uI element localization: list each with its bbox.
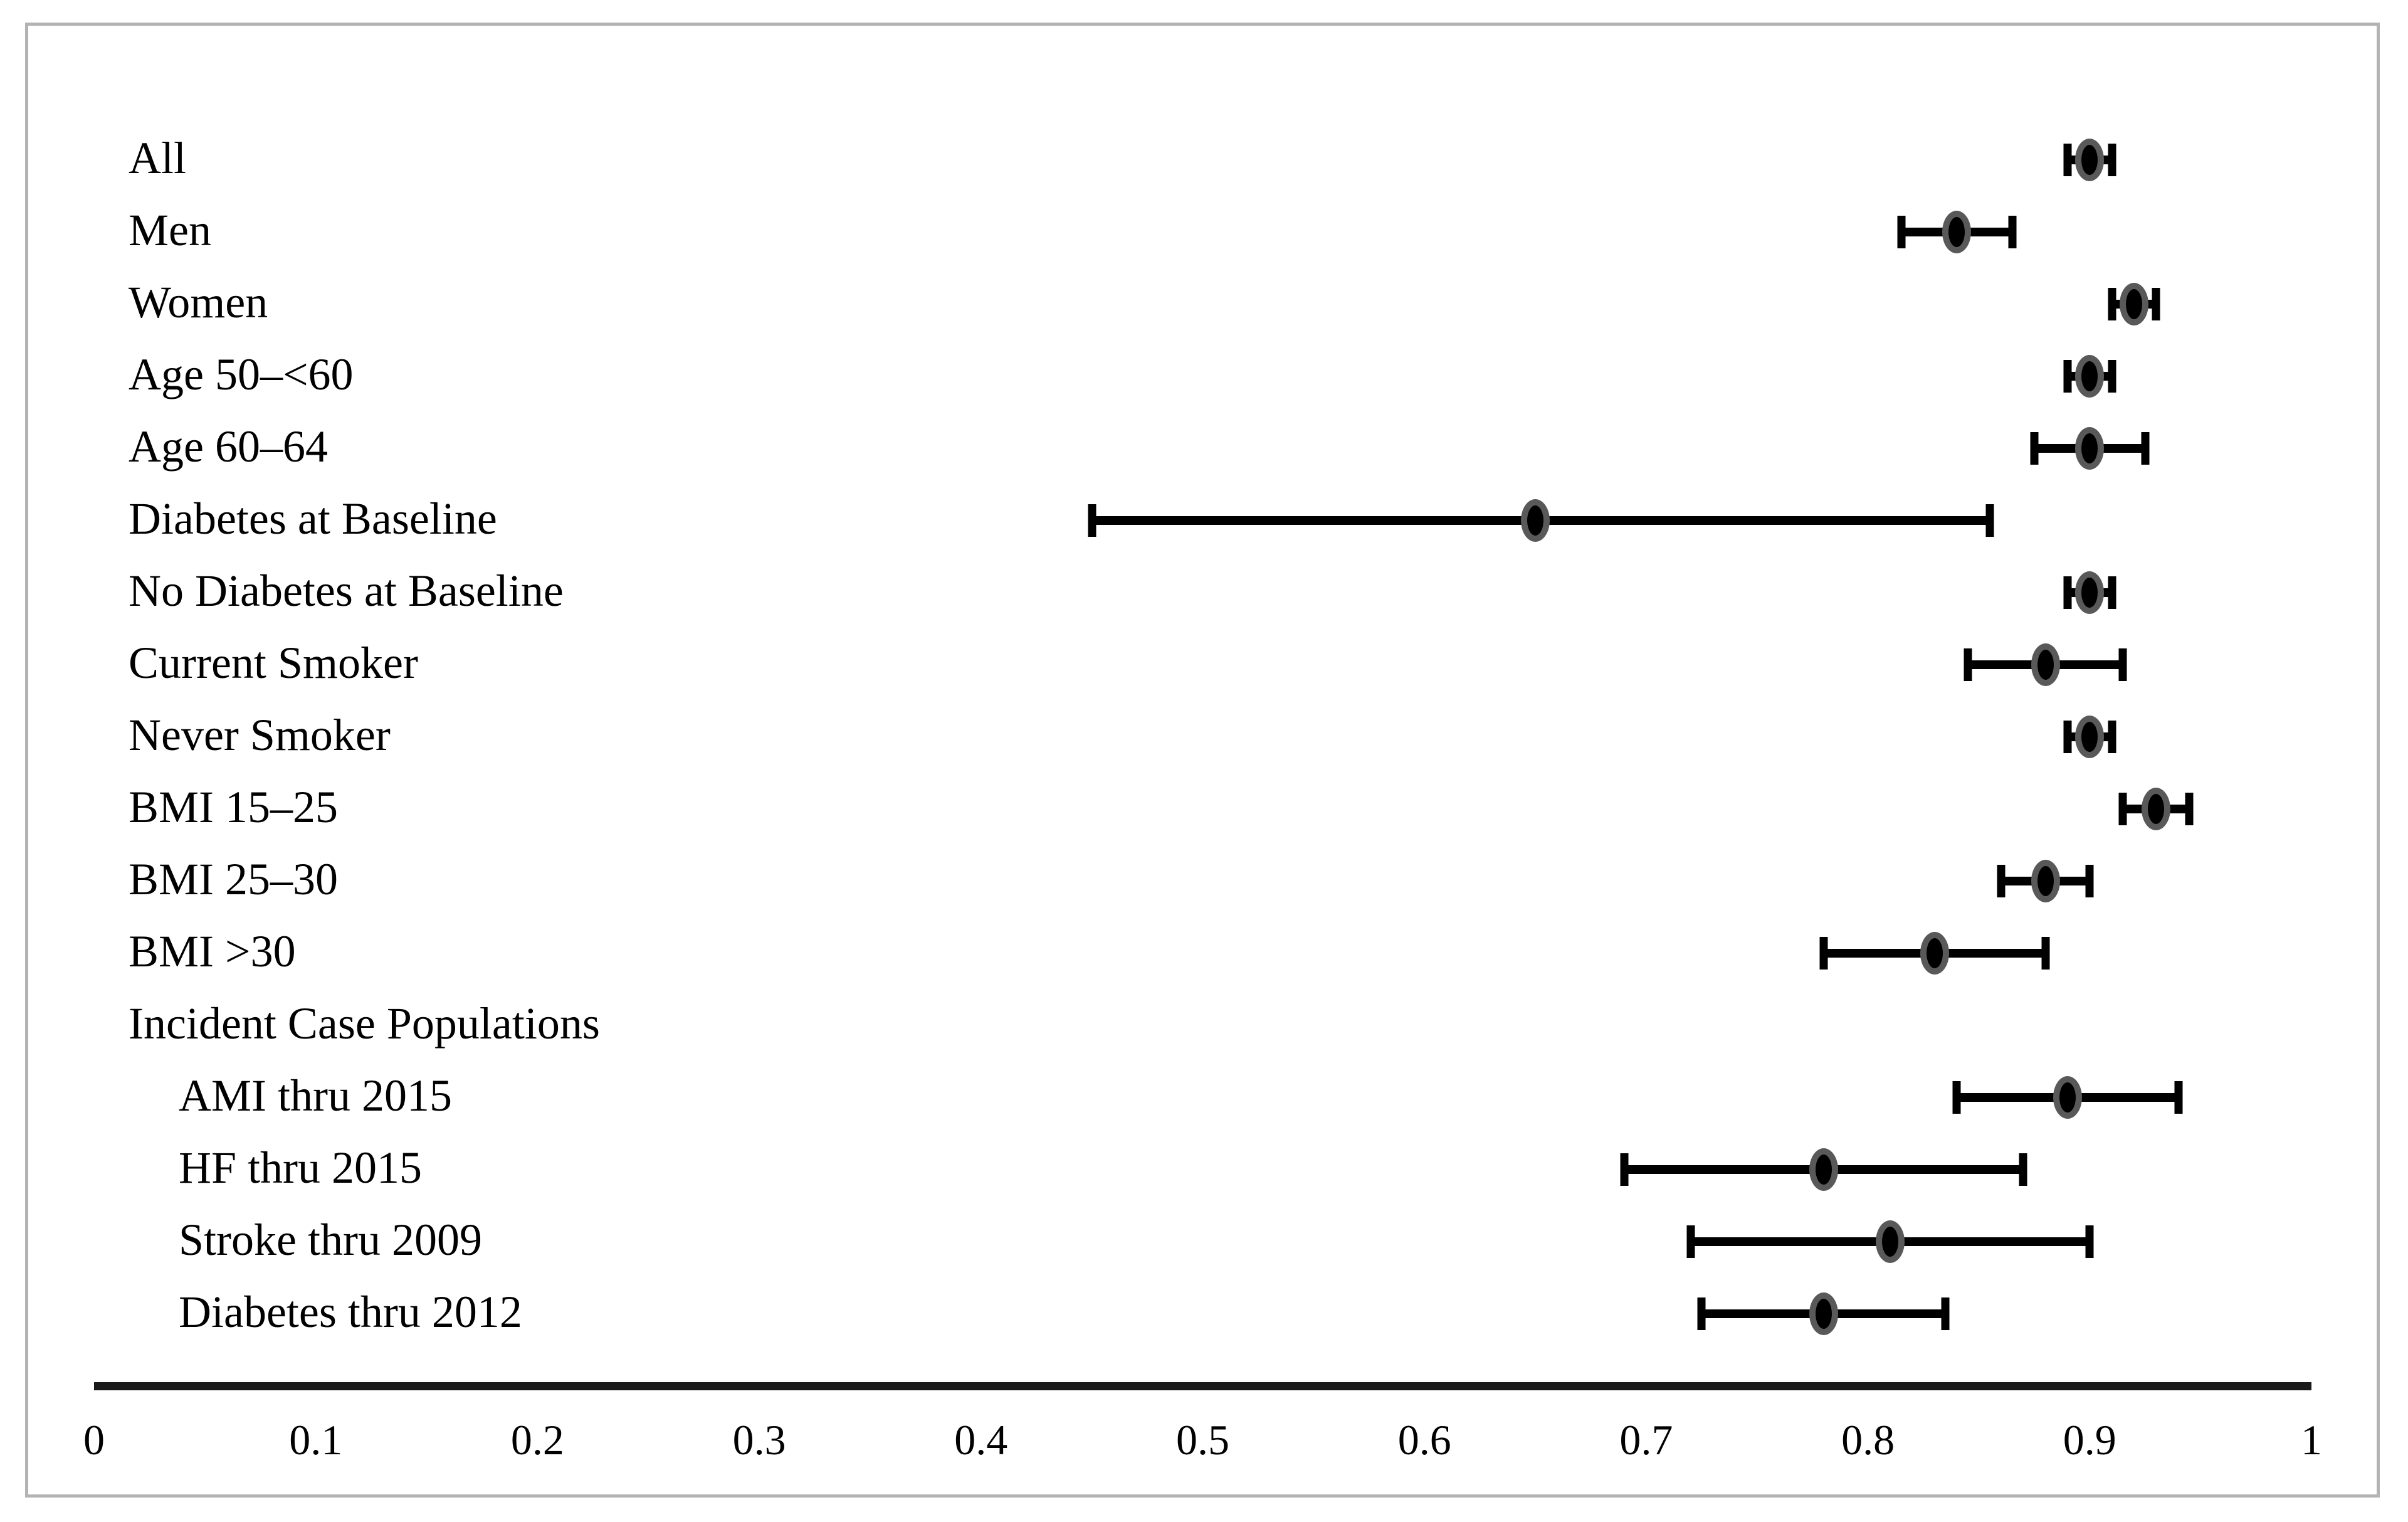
point-marker-stroke-thru-2009 — [1875, 1220, 1905, 1263]
ci-cap-left-age-60-64 — [2030, 432, 2039, 465]
ci-cap-left-no-diabetes-at-baseline — [2063, 576, 2072, 609]
ci-cap-left-stroke-thru-2009 — [1686, 1225, 1695, 1258]
point-marker-all — [2075, 139, 2105, 181]
row-label-incident-case-populations: Incident Case Populations — [129, 998, 600, 1049]
row-label-men: Men — [129, 205, 211, 256]
ci-cap-left-hf-thru-2015 — [1620, 1153, 1629, 1186]
ci-cap-right-no-diabetes-at-baseline — [2108, 576, 2116, 609]
row-label-no-diabetes-at-baseline: No Diabetes at Baseline — [129, 566, 564, 616]
x-tick-label-0-3: 0.3 — [732, 1416, 786, 1464]
x-tick-label-0-1: 0.1 — [289, 1416, 343, 1464]
ci-cap-left-ami-thru-2015 — [1952, 1081, 1961, 1114]
row-label-age-50-60: Age 50–<60 — [129, 349, 354, 400]
point-marker-never-smoker — [2075, 716, 2105, 758]
ci-cap-right-all — [2108, 144, 2116, 176]
row-label-stroke-thru-2009: Stroke thru 2009 — [179, 1215, 482, 1266]
point-marker-bmi-15-25 — [2142, 788, 2171, 830]
ci-cap-right-women — [2152, 288, 2160, 320]
point-marker-hf-thru-2015 — [1809, 1148, 1838, 1191]
x-tick-label-0-7: 0.7 — [1619, 1416, 1673, 1464]
ci-cap-right-men — [2008, 216, 2016, 248]
x-tick-label-0-2: 0.2 — [510, 1416, 564, 1464]
ci-cap-left-women — [2108, 288, 2116, 320]
ci-cap-left-never-smoker — [2063, 721, 2072, 753]
row-label-hf-thru-2015: HF thru 2015 — [179, 1143, 423, 1193]
row-label-never-smoker: Never Smoker — [129, 710, 391, 761]
ci-cap-right-never-smoker — [2108, 721, 2116, 753]
row-label-diabetes-at-baseline: Diabetes at Baseline — [129, 494, 497, 544]
row-label-age-60-64: Age 60–64 — [129, 421, 328, 472]
ci-cap-right-stroke-thru-2009 — [2085, 1225, 2094, 1258]
ci-cap-right-age-50-60 — [2108, 360, 2116, 393]
row-label-bmi-15-25: BMI 15–25 — [129, 782, 339, 833]
ci-cap-left-current-smoker — [1964, 648, 1972, 681]
x-tick-label-0-4: 0.4 — [954, 1416, 1008, 1464]
ci-cap-right-hf-thru-2015 — [2019, 1153, 2027, 1186]
ci-cap-left-bmi-15-25 — [2118, 793, 2127, 825]
row-label-diabetes-thru-2012: Diabetes thru 2012 — [179, 1287, 522, 1338]
ci-cap-left-diabetes-at-baseline — [1088, 504, 1096, 537]
point-marker-men — [1942, 211, 1972, 253]
x-axis-line — [94, 1382, 2311, 1390]
ci-cap-left-age-50-60 — [2063, 360, 2072, 393]
x-tick-label-0-6: 0.6 — [1397, 1416, 1451, 1464]
ci-cap-right-bmi-25-30 — [2085, 865, 2094, 897]
ci-cap-left-diabetes-thru-2012 — [1697, 1297, 1706, 1330]
x-tick-label-0-9: 0.9 — [2063, 1416, 2116, 1464]
ci-cap-right-age-60-64 — [2141, 432, 2150, 465]
ci-cap-right-bmi-30 — [2041, 937, 2050, 970]
x-tick-label-0: 0 — [83, 1416, 105, 1464]
x-tick-label-0-8: 0.8 — [1841, 1416, 1895, 1464]
point-marker-age-60-64 — [2075, 427, 2105, 470]
row-label-all: All — [129, 133, 187, 184]
ci-cap-left-men — [1897, 216, 1906, 248]
x-tick-label-1: 1 — [2301, 1416, 2322, 1464]
row-label-bmi-30: BMI >30 — [129, 926, 296, 977]
point-marker-bmi-30 — [1920, 932, 1949, 975]
point-marker-women — [2120, 283, 2149, 325]
figure-frame — [25, 23, 2380, 1498]
point-marker-bmi-25-30 — [2031, 860, 2060, 902]
point-marker-ami-thru-2015 — [2053, 1076, 2082, 1119]
ci-cap-right-ami-thru-2015 — [2174, 1081, 2183, 1114]
row-label-current-smoker: Current Smoker — [129, 638, 418, 689]
ci-cap-left-all — [2063, 144, 2072, 176]
point-marker-diabetes-thru-2012 — [1809, 1292, 1838, 1335]
ci-cap-right-current-smoker — [2118, 648, 2127, 681]
point-marker-no-diabetes-at-baseline — [2075, 571, 2105, 614]
ci-cap-right-diabetes-at-baseline — [1985, 504, 1994, 537]
point-marker-age-50-60 — [2075, 355, 2105, 398]
row-label-women: Women — [129, 277, 268, 328]
ci-cap-left-bmi-30 — [1819, 937, 1828, 970]
row-label-bmi-25-30: BMI 25–30 — [129, 854, 339, 905]
ci-cap-right-bmi-15-25 — [2185, 793, 2194, 825]
ci-cap-right-diabetes-thru-2012 — [1941, 1297, 1950, 1330]
row-label-ami-thru-2015: AMI thru 2015 — [179, 1070, 452, 1121]
x-tick-label-0-5: 0.5 — [1176, 1416, 1229, 1464]
point-marker-current-smoker — [2031, 643, 2060, 686]
point-marker-diabetes-at-baseline — [1521, 499, 1550, 542]
ci-cap-left-bmi-25-30 — [1997, 865, 2006, 897]
